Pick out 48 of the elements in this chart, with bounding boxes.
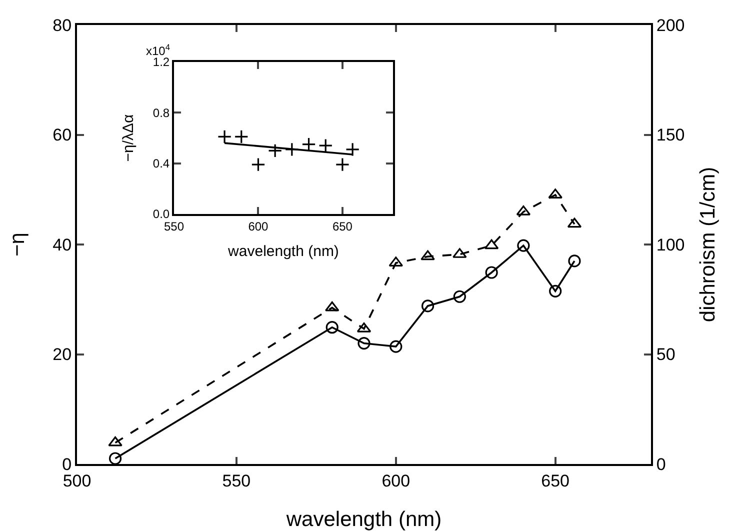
x-tick-label: 550 xyxy=(222,471,251,490)
point xyxy=(516,205,531,216)
y-tick-label: 40 xyxy=(52,235,72,254)
x-tick-label: 600 xyxy=(382,471,410,490)
y-tick-label: 20 xyxy=(52,345,72,364)
y-tick-label: 0.0 xyxy=(152,207,170,222)
point xyxy=(108,436,122,446)
point xyxy=(234,130,248,144)
point xyxy=(356,322,372,332)
x-axis-title: wavelength (nm) xyxy=(285,508,442,531)
y-tick-label: 0.4 xyxy=(152,156,170,171)
y2-tick-label: 50 xyxy=(656,345,676,364)
point xyxy=(453,290,466,303)
point xyxy=(421,300,434,312)
x-tick-label: 650 xyxy=(332,219,353,234)
point xyxy=(485,266,498,279)
point xyxy=(318,138,333,153)
point xyxy=(326,321,338,334)
x-tick-label: 600 xyxy=(248,219,269,234)
point xyxy=(549,284,562,298)
x-tick-label: 650 xyxy=(541,471,570,490)
y2-axis-title: dichroism (1/cm) xyxy=(696,166,720,322)
y2-tick-label: 0 xyxy=(656,454,666,474)
point xyxy=(108,452,122,465)
point xyxy=(517,239,530,252)
point xyxy=(324,301,340,312)
y2-tick-label: 200 xyxy=(656,16,685,35)
point xyxy=(335,158,350,172)
y-tick-label: 60 xyxy=(52,126,72,145)
y2-tick-label: 150 xyxy=(656,126,685,145)
x-tick-label: 500 xyxy=(62,471,92,490)
y-axis-title: −η xyxy=(6,232,29,256)
y-axis-title: −η/λΔα xyxy=(120,114,137,162)
point xyxy=(484,239,499,250)
point xyxy=(358,336,370,350)
point xyxy=(268,144,282,158)
x-axis-title: wavelength (nm) xyxy=(227,243,339,260)
y-tick-label: 0 xyxy=(62,454,72,474)
point xyxy=(251,158,266,172)
x-tick-label: 550 xyxy=(164,219,184,234)
point xyxy=(302,137,316,152)
y-tick-label: 80 xyxy=(52,16,72,35)
point xyxy=(568,254,581,268)
y-tick-label: 0.8 xyxy=(152,106,170,120)
point xyxy=(390,340,402,353)
y2-tick-label: 100 xyxy=(656,235,685,254)
point xyxy=(420,250,435,260)
point xyxy=(567,218,582,228)
